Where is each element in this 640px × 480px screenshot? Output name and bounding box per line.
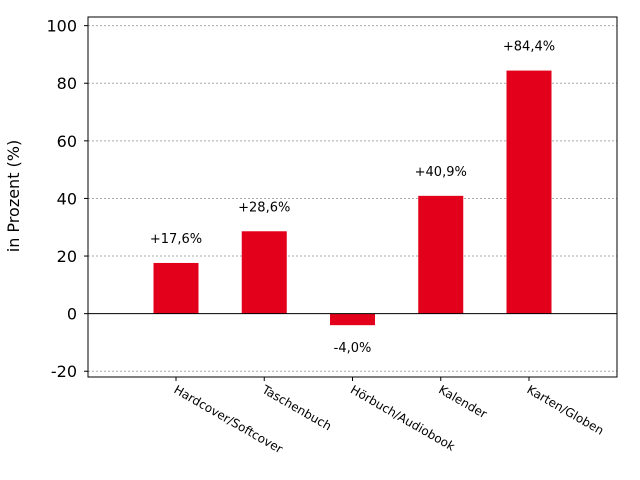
bar <box>330 313 375 326</box>
y-tick-label: -20 <box>51 362 77 381</box>
data-labels: +17,6% +28,6% -4,0% +40,9% +84,4% <box>150 40 555 357</box>
data-label: +84,4% <box>503 40 555 55</box>
y-axis-ticks: -20 0 20 40 60 80 100 <box>46 17 88 381</box>
y-tick-label: 20 <box>57 247 77 266</box>
data-label: +40,9% <box>415 165 467 180</box>
bar <box>506 70 552 314</box>
y-tick-label: 60 <box>57 132 77 151</box>
y-tick-label: 80 <box>57 74 77 93</box>
y-tick-label: 100 <box>46 17 77 36</box>
bar <box>153 262 199 314</box>
data-label: +17,6% <box>150 232 202 247</box>
data-label: -4,0% <box>334 341 372 356</box>
bars <box>153 70 552 326</box>
data-label: +28,6% <box>238 200 290 215</box>
x-tick-label: Karten/Globen <box>525 382 607 437</box>
bar <box>241 231 287 314</box>
y-tick-label: 40 <box>57 189 77 208</box>
gridlines <box>88 25 617 372</box>
y-tick-label: 0 <box>67 305 77 324</box>
y-axis-title: in Prozent (%) <box>4 140 23 252</box>
bar <box>418 195 464 314</box>
x-tick-label: Kalender <box>436 382 489 421</box>
x-tick-label: Taschenbuch <box>259 382 334 433</box>
